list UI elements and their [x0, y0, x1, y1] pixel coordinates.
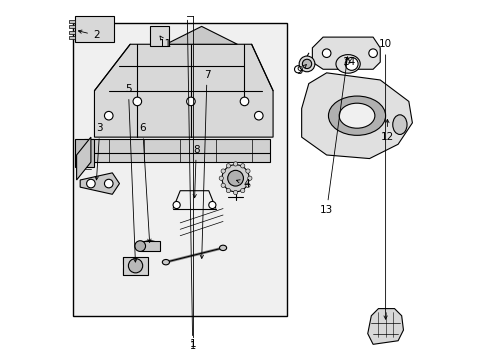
Circle shape	[104, 179, 113, 188]
Polygon shape	[80, 173, 119, 194]
Text: 7: 7	[200, 69, 210, 258]
Circle shape	[227, 170, 243, 186]
Circle shape	[245, 169, 249, 173]
Text: 11: 11	[159, 36, 172, 49]
Bar	[69, 36, 75, 39]
Text: 8: 8	[193, 145, 199, 198]
Text: 4: 4	[236, 179, 249, 189]
Polygon shape	[77, 137, 91, 180]
Text: 12: 12	[380, 120, 393, 142]
Ellipse shape	[219, 245, 226, 251]
Polygon shape	[94, 44, 272, 137]
Ellipse shape	[335, 55, 360, 73]
Text: 1: 1	[189, 339, 196, 348]
Text: 5: 5	[125, 84, 137, 262]
Bar	[69, 25, 75, 28]
Text: 13: 13	[319, 57, 348, 215]
Circle shape	[222, 165, 248, 192]
Ellipse shape	[339, 103, 374, 128]
Ellipse shape	[135, 241, 145, 251]
Circle shape	[247, 176, 251, 180]
Circle shape	[245, 183, 249, 188]
Polygon shape	[312, 37, 380, 69]
Text: 14: 14	[343, 57, 356, 67]
Circle shape	[345, 58, 357, 70]
Text: 6: 6	[139, 123, 151, 242]
Circle shape	[219, 176, 223, 180]
Ellipse shape	[162, 260, 169, 265]
Text: 1: 1	[187, 20, 195, 351]
Circle shape	[233, 190, 237, 195]
Text: 2: 2	[78, 30, 100, 40]
Bar	[83, 139, 269, 162]
Circle shape	[226, 188, 230, 193]
Circle shape	[186, 97, 195, 106]
Ellipse shape	[392, 115, 406, 134]
Bar	[73, 23, 287, 316]
Bar	[140, 241, 160, 251]
Ellipse shape	[140, 241, 160, 251]
Bar	[69, 31, 75, 33]
Bar	[123, 257, 148, 275]
Circle shape	[208, 202, 216, 208]
Circle shape	[104, 111, 113, 120]
Circle shape	[299, 56, 314, 72]
Circle shape	[240, 97, 248, 106]
Circle shape	[221, 183, 225, 188]
Text: 9: 9	[296, 64, 306, 76]
Circle shape	[322, 49, 330, 58]
Circle shape	[133, 97, 142, 106]
Circle shape	[233, 162, 237, 166]
Circle shape	[368, 49, 377, 58]
Circle shape	[240, 164, 244, 168]
Bar	[75, 16, 114, 42]
Circle shape	[128, 258, 142, 273]
Polygon shape	[301, 73, 411, 158]
Bar	[75, 139, 94, 167]
Circle shape	[226, 164, 230, 168]
Polygon shape	[367, 309, 403, 344]
Ellipse shape	[328, 96, 385, 135]
Bar	[149, 26, 169, 46]
Circle shape	[294, 66, 301, 73]
Bar	[69, 20, 75, 23]
Circle shape	[221, 169, 225, 173]
Circle shape	[173, 202, 180, 208]
Polygon shape	[165, 26, 237, 44]
Circle shape	[254, 111, 263, 120]
Circle shape	[240, 188, 244, 193]
Circle shape	[86, 179, 95, 188]
Text: 10: 10	[378, 39, 391, 319]
Circle shape	[302, 59, 311, 68]
Text: 3: 3	[95, 123, 103, 180]
